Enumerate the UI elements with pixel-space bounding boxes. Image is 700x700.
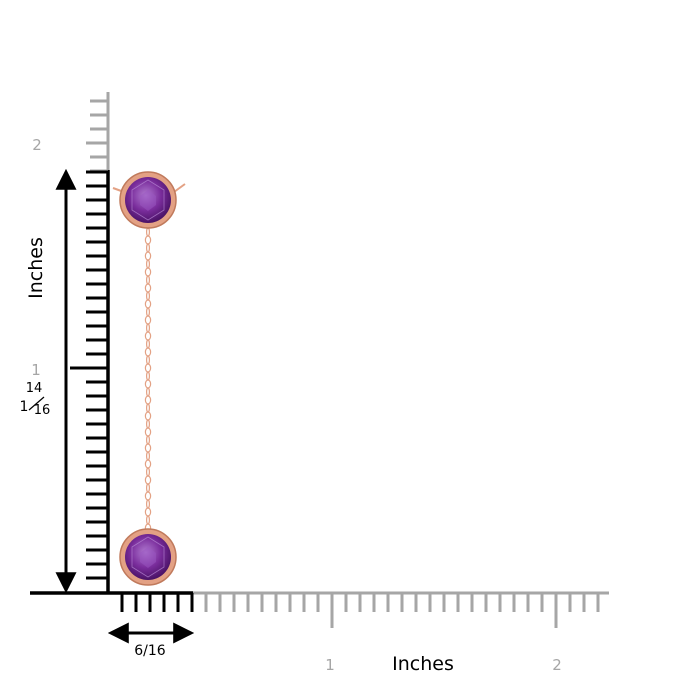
vertical-tick-label-1: 1 <box>31 361 41 379</box>
chain-link <box>146 483 151 493</box>
horizontal-black-ticks <box>120 593 194 612</box>
horizontal-gray-ticks <box>204 593 600 628</box>
height-denominator: 16 <box>34 403 51 418</box>
horizontal-tick-label-1: 1 <box>325 656 335 674</box>
height-numerator: 14 <box>26 381 43 396</box>
chain-link <box>146 275 151 285</box>
chain-link <box>144 251 152 261</box>
height-measurement: 1 14 16 <box>20 381 51 418</box>
chain-link <box>144 331 152 341</box>
chain-link <box>146 435 151 445</box>
chain-link <box>146 259 151 269</box>
height-whole: 1 <box>20 399 29 415</box>
chain-link <box>144 475 152 485</box>
chain-link <box>146 387 151 397</box>
chain-link <box>146 467 151 477</box>
horizontal-ruler: 1 2 Inches <box>30 591 609 675</box>
vertical-unit-label: Inches <box>25 237 47 299</box>
chain-link <box>146 323 151 333</box>
chain <box>144 227 152 533</box>
chain-link <box>146 355 151 365</box>
chain-link <box>146 243 151 253</box>
chain-link <box>146 515 151 525</box>
chain-link <box>144 363 152 373</box>
chain-link <box>146 499 151 509</box>
chain-link <box>146 403 151 413</box>
bottom-stone <box>119 528 177 586</box>
chain-link <box>146 419 151 429</box>
top-stone <box>112 171 186 229</box>
width-measurement: 6/16 <box>134 643 166 659</box>
chain-link <box>146 339 151 349</box>
chain-link <box>144 507 152 517</box>
chain-link <box>144 315 152 325</box>
chain-link <box>146 291 151 301</box>
horizontal-unit-label: Inches <box>392 653 454 675</box>
vertical-tick-label-2: 2 <box>32 136 42 154</box>
chain-link <box>144 491 152 501</box>
chain-link <box>146 307 151 317</box>
chain-link <box>144 347 152 357</box>
chain-link <box>146 227 151 237</box>
chain-link <box>144 411 152 421</box>
chain-link <box>144 379 152 389</box>
vertical-gray-ticks <box>86 99 108 173</box>
chain-link <box>144 443 152 453</box>
fraction-slash <box>28 396 45 411</box>
chain-link <box>144 267 152 277</box>
chain-link <box>144 299 152 309</box>
vertical-black-ticks <box>70 170 108 580</box>
chain-link <box>144 427 152 437</box>
necklace-product-image <box>112 171 186 586</box>
chain-link <box>144 459 152 469</box>
chain-link <box>146 451 151 461</box>
horizontal-tick-label-2: 2 <box>552 656 562 674</box>
chain-link <box>144 395 152 405</box>
chain-link <box>144 235 152 245</box>
chain-link <box>146 371 151 381</box>
chain-link <box>144 283 152 293</box>
